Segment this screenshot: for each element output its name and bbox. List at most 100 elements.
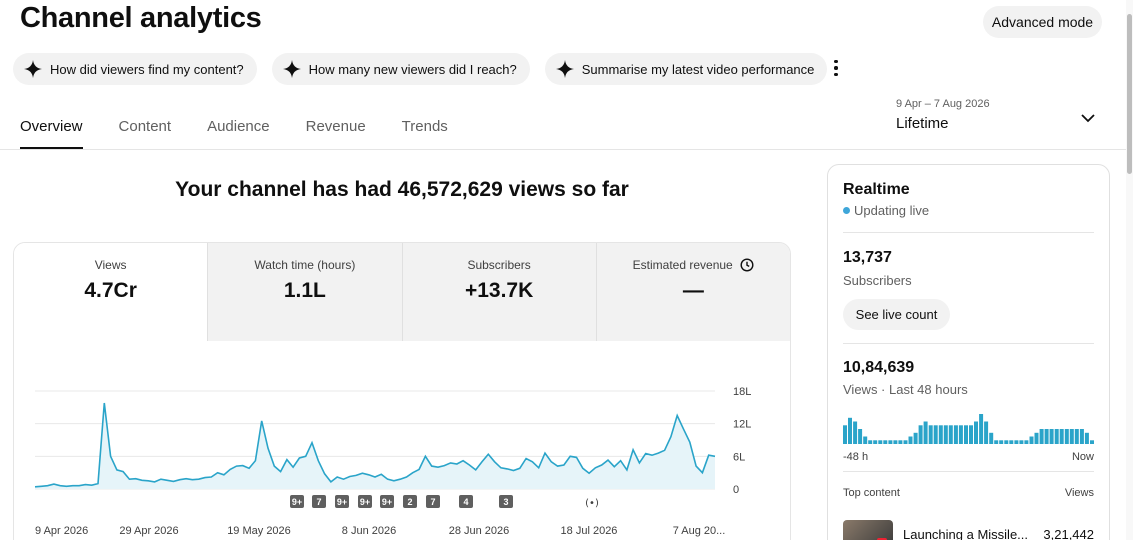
realtime-bar [974,421,978,444]
realtime-bar [1054,429,1059,444]
clock-icon [740,258,754,272]
metric-label-wrap: Estimated revenue [597,258,790,272]
realtime-axis-start: -48 h [843,451,869,463]
date-range-selector[interactable]: 9 Apr – 7 Aug 2026 Lifetime [896,98,990,132]
realtime-subscribers-label: Subscribers [843,273,912,288]
top-content-views-label: Views [1064,487,1094,499]
y-tick-label: 6L [733,451,745,463]
sparkle-icon [24,60,42,78]
realtime-bar [903,440,908,444]
live-status: Updating live [843,203,929,218]
tab-trends[interactable]: Trends [401,118,448,135]
chip-summarise-video[interactable]: Summarise my latest video performance [544,53,828,85]
x-tick-label: 7 Aug 20... [673,525,726,537]
realtime-bar [964,425,968,444]
realtime-card: Realtime Updating live 13,737 Subscriber… [827,164,1110,540]
realtime-bar [989,432,994,444]
realtime-bar [923,421,928,444]
realtime-bar [888,440,893,444]
metric-card-views[interactable]: Views 4.7Cr [14,243,208,341]
realtime-bar [918,425,923,444]
realtime-axis-end: Now [1071,451,1094,463]
realtime-bar [1024,440,1029,444]
realtime-bar [943,425,948,444]
metric-card-revenue[interactable]: Estimated revenue — [595,243,790,341]
analytics-tabs: Overview Content Audience Revenue Trends [20,118,484,149]
realtime-bar [873,440,878,444]
annotation-marker [459,495,473,508]
total-views-headline: Your channel has had 46,572,629 views so… [175,178,629,201]
realtime-bar [999,440,1004,444]
realtime-bar [848,417,852,444]
top-video-title[interactable]: Launching a Missile... [903,527,1029,540]
chevron-down-icon[interactable] [1080,110,1096,126]
realtime-title: Realtime [843,181,910,198]
see-live-count-button[interactable]: See live count [843,299,950,330]
annotation-marker-label: 3 [503,497,508,507]
live-stream-icon: (•) [585,498,599,509]
realtime-bar [938,425,943,444]
tab-overview[interactable]: Overview [20,118,83,149]
realtime-bar [878,440,883,444]
video-thumbnail[interactable] [843,520,893,540]
realtime-bar [994,440,999,444]
date-range-dates: 9 Apr – 7 Aug 2026 [896,98,990,110]
realtime-bar [1064,429,1069,444]
realtime-bar [1074,429,1079,444]
tab-revenue[interactable]: Revenue [305,118,366,135]
chip-new-viewers[interactable]: How many new viewers did I reach? [271,53,530,85]
realtime-bar [948,425,953,444]
annotation-marker [358,495,372,508]
annotation-marker-label: 7 [430,497,435,507]
realtime-bar [979,414,984,444]
annotation-marker [403,495,417,508]
realtime-bar [1009,440,1014,444]
realtime-bar [1079,429,1084,444]
metric-label: Views [94,258,127,272]
annotation-marker-label: 4 [463,497,468,507]
scrollbar-thumb[interactable] [1127,14,1132,174]
metric-value: 1.1L [283,279,326,302]
metric-label: Subscribers [467,258,531,272]
annotation-marker-label: 2 [407,497,412,507]
annotation-marker [380,495,394,508]
realtime-bar [868,440,873,444]
realtime-bar [958,425,963,444]
realtime-bar [984,421,989,444]
advanced-mode-button[interactable]: Advanced mode [983,6,1102,38]
realtime-bar [853,421,858,444]
live-status-label: Updating live [854,203,930,218]
realtime-bar [1090,440,1094,444]
realtime-views-value: 10,84,639 [843,359,915,376]
annotation-marker-label: 7 [316,497,321,507]
realtime-bar [1019,440,1024,444]
y-tick-label: 0 [733,484,739,496]
metric-card-subscribers[interactable]: Subscribers +13.7K [401,243,596,341]
x-tick-label: 29 Apr 2026 [119,525,178,537]
realtime-bar [1049,429,1054,444]
realtime-bar [893,440,898,444]
annotation-marker [312,495,326,508]
annotation-marker [290,495,304,508]
annotation-marker [335,495,349,508]
chip-viewer-sources[interactable]: How did viewers find my content? [13,53,257,85]
realtime-bar [1044,429,1049,444]
realtime-views-label: Views · Last 48 hours [843,382,968,397]
chip-label: Summarise my latest video performance [581,61,815,77]
annotation-marker-label: 9+ [337,497,347,507]
realtime-bar [953,425,958,444]
divider [843,232,1094,233]
metric-label: Estimated revenue [632,258,733,272]
top-content-label: Top content [843,487,900,499]
tab-audience[interactable]: Audience [207,118,270,135]
metric-card-watch-time[interactable]: Watch time (hours) 1.1L [207,243,402,341]
realtime-bar [1029,436,1034,444]
realtime-bar [933,425,938,444]
metric-value: 4.7Cr [84,279,137,302]
realtime-bar [843,425,847,444]
page-scrollbar[interactable] [1126,0,1133,540]
realtime-bar [1059,429,1064,444]
more-options-icon[interactable] [826,58,846,78]
realtime-bar [908,436,913,444]
tab-content[interactable]: Content [118,118,172,135]
